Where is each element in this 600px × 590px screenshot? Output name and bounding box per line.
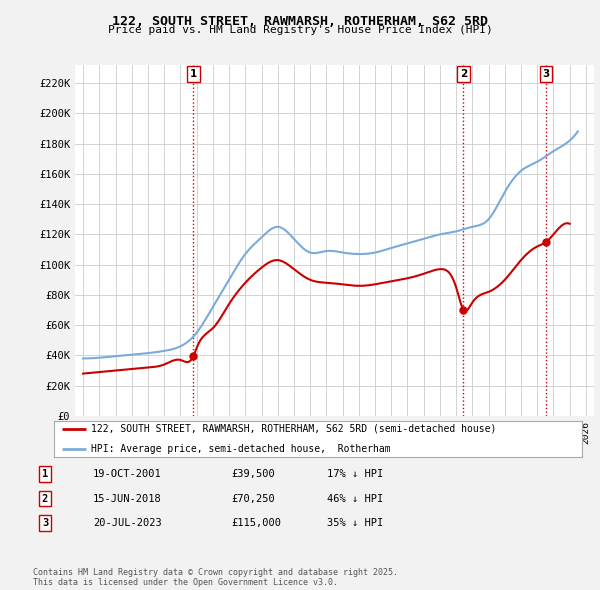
Text: 122, SOUTH STREET, RAWMARSH, ROTHERHAM, S62 5RD (semi-detached house): 122, SOUTH STREET, RAWMARSH, ROTHERHAM, … — [91, 424, 496, 434]
Text: Price paid vs. HM Land Registry's House Price Index (HPI): Price paid vs. HM Land Registry's House … — [107, 25, 493, 35]
Text: 3: 3 — [42, 519, 48, 528]
Text: 2: 2 — [42, 494, 48, 503]
Text: 20-JUL-2023: 20-JUL-2023 — [93, 519, 162, 528]
Text: 1: 1 — [190, 69, 197, 79]
Text: 19-OCT-2001: 19-OCT-2001 — [93, 469, 162, 478]
Text: 3: 3 — [542, 69, 550, 79]
Text: £39,500: £39,500 — [231, 469, 275, 478]
Text: 17% ↓ HPI: 17% ↓ HPI — [327, 469, 383, 478]
Text: 35% ↓ HPI: 35% ↓ HPI — [327, 519, 383, 528]
Text: HPI: Average price, semi-detached house,  Rotherham: HPI: Average price, semi-detached house,… — [91, 444, 391, 454]
Text: 122, SOUTH STREET, RAWMARSH, ROTHERHAM, S62 5RD: 122, SOUTH STREET, RAWMARSH, ROTHERHAM, … — [112, 15, 488, 28]
Text: £70,250: £70,250 — [231, 494, 275, 503]
Text: 15-JUN-2018: 15-JUN-2018 — [93, 494, 162, 503]
Text: 46% ↓ HPI: 46% ↓ HPI — [327, 494, 383, 503]
Text: 1: 1 — [42, 469, 48, 478]
Text: Contains HM Land Registry data © Crown copyright and database right 2025.
This d: Contains HM Land Registry data © Crown c… — [33, 568, 398, 587]
Text: 2: 2 — [460, 69, 467, 79]
Text: £115,000: £115,000 — [231, 519, 281, 528]
